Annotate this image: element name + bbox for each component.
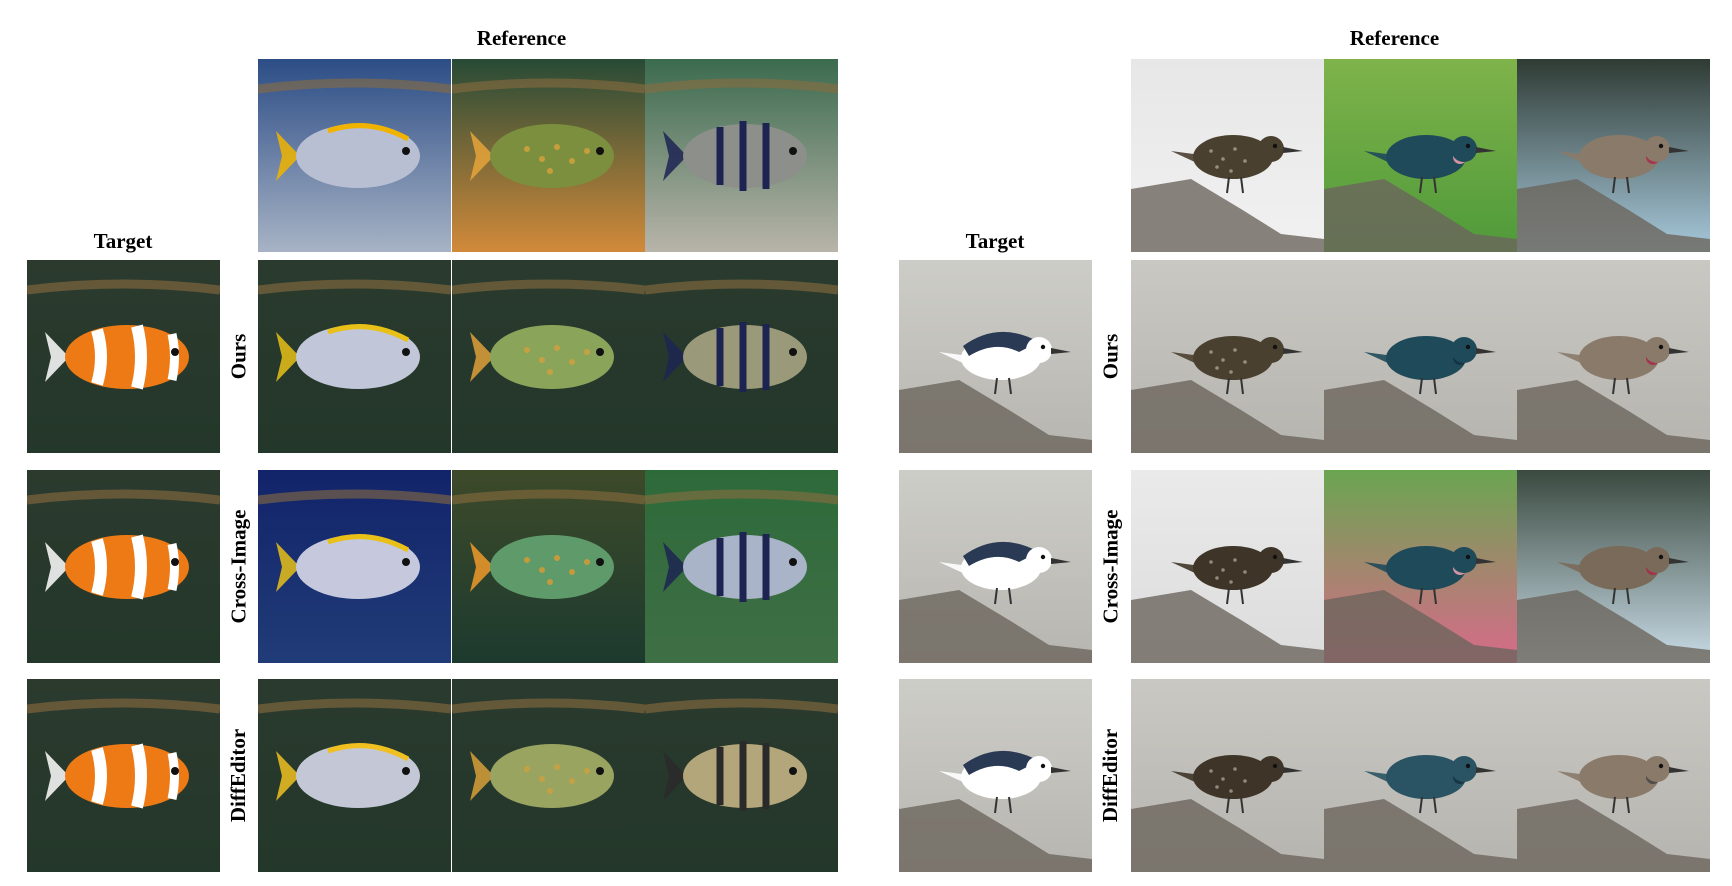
bird-target-image-cross-image [899, 470, 1092, 663]
target-header-fish: Target [93, 229, 153, 253]
fish-ours-result-3 [645, 260, 838, 453]
row-label-ours-bird: Ours [1098, 333, 1123, 380]
fish-diffeditor-result-2 [452, 679, 645, 872]
bird-cross-image-result-3 [1517, 470, 1710, 663]
bird-diffeditor-result-3 [1517, 679, 1710, 872]
bird-target-image-diffeditor [899, 679, 1092, 872]
fish-target-image-diffeditor [27, 679, 220, 872]
bird-cross-image-result-2 [1324, 470, 1517, 663]
row-label-diffeditor-fish: DiffEditor [226, 728, 251, 823]
bird-ours-result-2 [1324, 260, 1517, 453]
bird-ours-result-3 [1517, 260, 1710, 453]
row-label-ours-fish: Ours [226, 333, 251, 380]
bird-ours-result-1 [1131, 260, 1324, 453]
fish-cross-image-result-3 [645, 470, 838, 663]
bird-diffeditor-result-2 [1324, 679, 1517, 872]
fish-target-image-ours [27, 260, 220, 453]
bird-target-image-ours [899, 260, 1092, 453]
fish-target-image-cross-image [27, 470, 220, 663]
fish-cross-image-result-1 [258, 470, 451, 663]
fish-reference-image-2 [452, 59, 645, 252]
reference-header-bird: Reference [1349, 26, 1440, 50]
bird-reference-image-1 [1131, 59, 1324, 252]
fish-diffeditor-result-1 [258, 679, 451, 872]
target-header-bird: Target [965, 229, 1025, 253]
bird-diffeditor-result-1 [1131, 679, 1324, 872]
bird-reference-image-2 [1324, 59, 1517, 252]
reference-header-fish: Reference [476, 26, 567, 50]
row-label-cross-image-fish: Cross-Image [226, 509, 251, 624]
fish-diffeditor-result-3 [645, 679, 838, 872]
row-label-diffeditor-bird: DiffEditor [1098, 728, 1123, 823]
fish-cross-image-result-2 [452, 470, 645, 663]
fish-ours-result-2 [452, 260, 645, 453]
fish-reference-image-1 [258, 59, 451, 252]
bird-reference-image-3 [1517, 59, 1710, 252]
fish-ours-result-1 [258, 260, 451, 453]
fish-reference-image-3 [645, 59, 838, 252]
row-label-cross-image-bird: Cross-Image [1098, 509, 1123, 624]
bird-cross-image-result-1 [1131, 470, 1324, 663]
